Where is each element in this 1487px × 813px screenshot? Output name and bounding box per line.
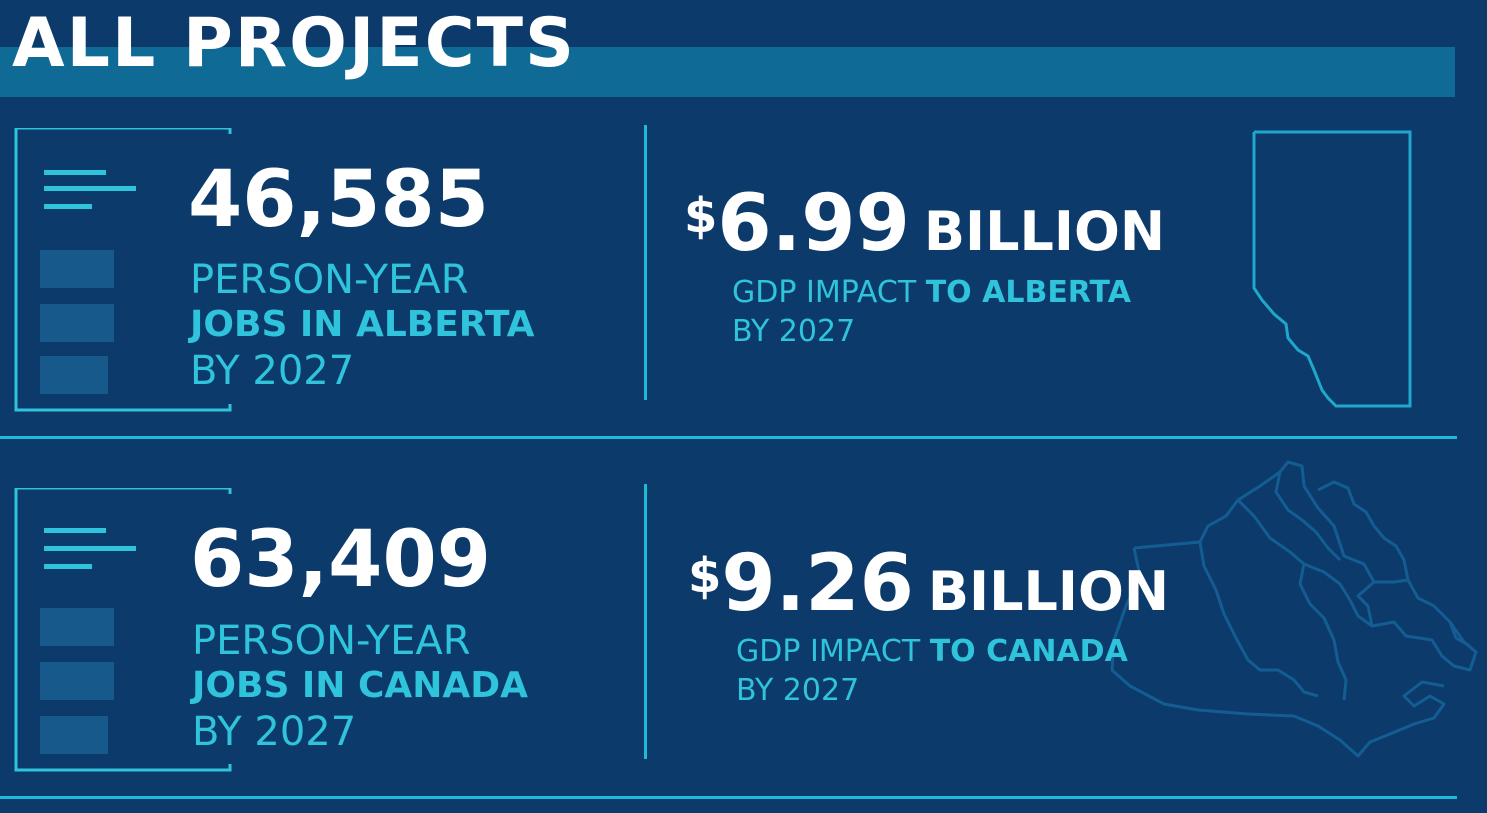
alberta-jobs-line2: JOBS IN ALBERTA [190, 304, 535, 345]
dollar-sign: $ [688, 548, 722, 604]
canada-jobs-line3: BY 2027 [192, 709, 357, 755]
alberta-jobs-line3: BY 2027 [190, 348, 355, 394]
canada-map-icon [1110, 460, 1478, 758]
alberta-gdp-value: $6.99 BILLION [684, 180, 1165, 276]
alberta-gdp-label: GDP IMPACT TO ALBERTA [732, 274, 1131, 312]
alberta-gdp-unit: BILLION [923, 200, 1166, 263]
alberta-gdp-by: BY 2027 [732, 314, 856, 349]
row-divider [0, 436, 1457, 439]
document-list-icon [14, 488, 232, 772]
gdp-label-prefix: GDP IMPACT [732, 275, 917, 310]
column-divider [644, 125, 647, 400]
canada-gdp-by: BY 2027 [736, 673, 860, 708]
dollar-sign: $ [684, 188, 718, 244]
gdp-label-prefix: GDP IMPACT [736, 634, 921, 669]
alberta-jobs-line1: PERSON-YEAR [190, 257, 469, 303]
column-divider [644, 484, 647, 759]
canada-gdp-unit: BILLION [927, 560, 1170, 623]
canada-jobs-line1: PERSON-YEAR [192, 618, 471, 664]
gdp-label-strong: TO CANADA [929, 634, 1128, 669]
row-divider [0, 796, 1457, 799]
title-band [0, 47, 1455, 97]
alberta-jobs-value: 46,585 [188, 155, 489, 245]
alberta-gdp-amount: 6.99 [717, 179, 910, 269]
canada-jobs-line2: JOBS IN CANADA [192, 665, 528, 706]
page-title: ALL PROJECTS [12, 4, 576, 83]
canada-jobs-value: 63,409 [190, 515, 491, 605]
alberta-map-icon [1252, 130, 1412, 408]
canada-gdp-label: GDP IMPACT TO CANADA [736, 633, 1128, 671]
canada-gdp-value: $9.26 BILLION [688, 540, 1169, 636]
gdp-label-strong: TO ALBERTA [925, 275, 1131, 310]
canada-gdp-amount: 9.26 [721, 539, 914, 629]
document-list-icon [14, 128, 232, 412]
